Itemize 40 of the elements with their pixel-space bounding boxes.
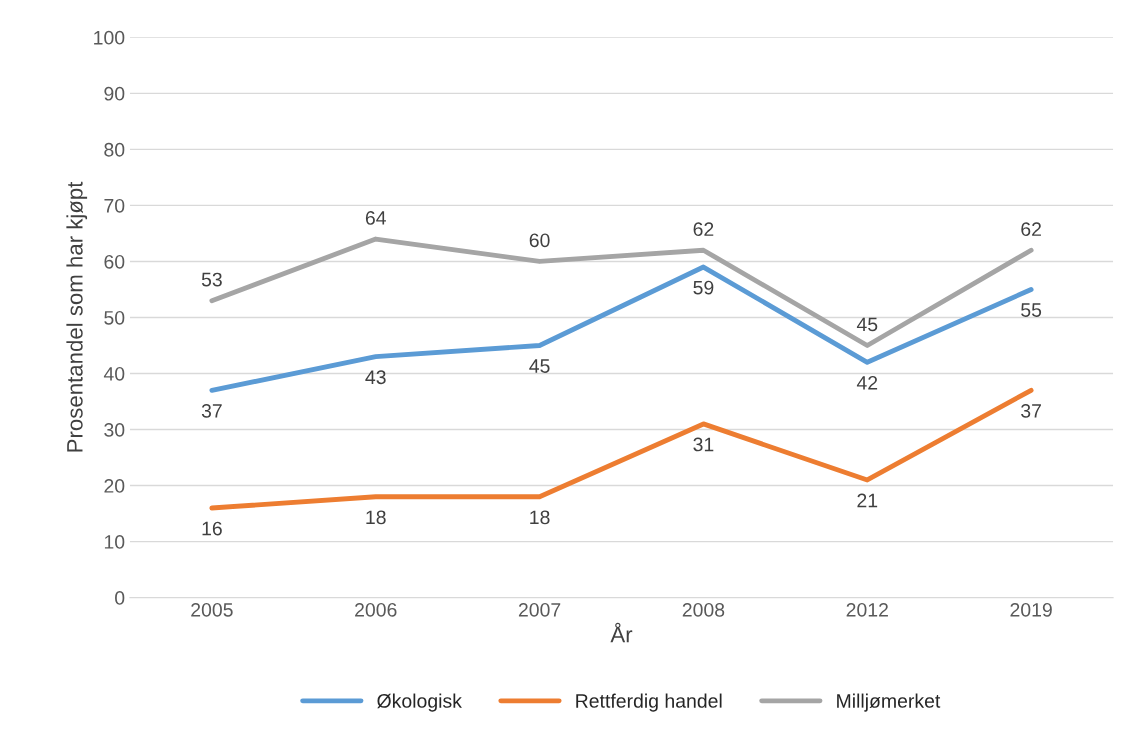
y-tick-label: 70 [104, 198, 125, 213]
data-label: 18 [530, 510, 550, 525]
data-label: 45 [529, 359, 550, 373]
x-axis-title: År [610, 622, 633, 643]
legend-label: Rettferdig handel [576, 693, 722, 712]
data-label: 21 [857, 493, 878, 508]
data-label: 60 [529, 233, 550, 248]
data-label: 59 [693, 280, 714, 295]
y-tick-label: 100 [94, 30, 125, 45]
data-label: 18 [366, 510, 386, 525]
y-tick-label: 40 [103, 366, 125, 381]
x-tick-label: 2005 [191, 602, 233, 617]
data-label: 62 [1021, 222, 1041, 237]
y-tick-label: 30 [104, 422, 125, 437]
x-tick-label: 2006 [355, 602, 397, 617]
x-tick-label: 2012 [846, 602, 888, 617]
y-tick-label: 90 [104, 86, 125, 101]
y-axis-title: Prosentandel som har kjøpt [66, 181, 88, 452]
y-tick-label: 80 [104, 142, 125, 157]
data-label: 43 [365, 370, 386, 385]
y-tick-label: 50 [104, 310, 125, 325]
y-tick-label: 60 [104, 254, 125, 269]
data-label: 64 [365, 211, 386, 225]
x-tick-label: 2007 [518, 602, 561, 617]
data-label: 31 [693, 437, 714, 452]
y-tick-label: 20 [104, 479, 125, 493]
data-label: 37 [1021, 403, 1041, 418]
x-tick-label: 2019 [1010, 602, 1052, 617]
legend-label: Milljømerket [837, 693, 941, 712]
data-label: 37 [201, 403, 222, 418]
data-label: 62 [693, 222, 714, 237]
data-label: 42 [856, 375, 878, 390]
data-label: 55 [1021, 303, 1042, 317]
y-tick-label: 10 [104, 535, 125, 549]
legend-label: Økologisk [377, 693, 462, 712]
data-label: 53 [201, 272, 222, 287]
y-tick-label: 0 [115, 591, 125, 605]
data-label: 16 [202, 521, 222, 536]
data-label: 45 [856, 317, 878, 332]
x-tick-label: 2008 [682, 602, 725, 617]
